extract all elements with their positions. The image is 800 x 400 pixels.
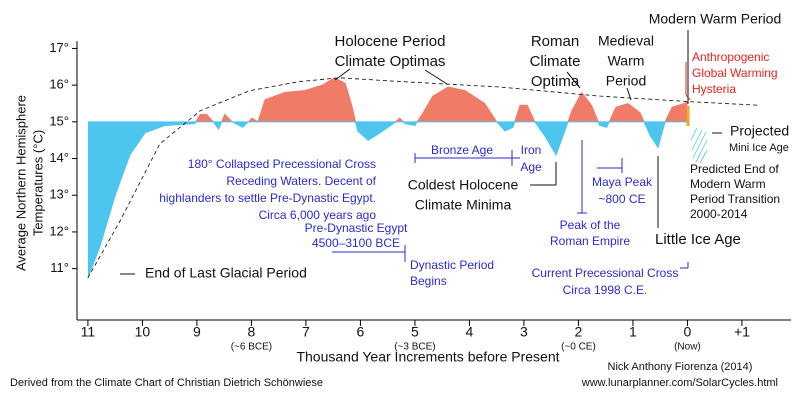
y-axis-title: Temperatures (°C)	[30, 130, 45, 236]
x-tick-label: 3	[520, 324, 528, 340]
leader-line	[566, 71, 581, 89]
x-tick-label: 2	[575, 324, 583, 340]
era-label: (~3 BCE)	[394, 342, 435, 353]
y-tick-label: 11°	[50, 260, 69, 275]
annotation: Roman Empire	[550, 234, 630, 248]
projected-hatch	[690, 127, 708, 164]
x-tick-label: 1	[629, 324, 637, 340]
annotation: 180° Collapsed Precessional Cross	[188, 157, 376, 171]
annotation: Climate Optimas	[335, 53, 446, 70]
y-tick-label: 16°	[49, 77, 69, 92]
annotation: Iron	[521, 143, 542, 157]
era-label: (Now)	[674, 342, 701, 353]
annotation: Dynastic Period	[410, 258, 494, 272]
annotation: Climate Minima	[415, 197, 512, 213]
x-axis-title: Thousand Year Increments before Present	[296, 349, 559, 365]
temperature-curve	[87, 77, 688, 278]
annotation: Circa 1998 C.E.	[563, 283, 648, 297]
annotation: Medieval	[598, 33, 654, 49]
annotation: Roman	[531, 33, 579, 50]
trend-line	[87, 77, 760, 279]
annotation: Hysteria	[692, 82, 736, 96]
annotation: Begins	[410, 274, 447, 288]
leader-line	[685, 94, 691, 101]
annotation: End of Last Glacial Period	[145, 265, 307, 281]
annotation: Coldest Holocene	[408, 177, 519, 193]
y-tick-label: 14°	[49, 150, 69, 165]
annotation: Receding Waters. Decent of	[226, 174, 376, 188]
x-tick-label: 0	[684, 324, 692, 340]
annotation: Circa 6,000 years ago	[259, 208, 377, 222]
annotation: Optima	[531, 73, 580, 90]
y-tick-label: 17°	[49, 40, 69, 55]
annotation: Climate	[530, 53, 581, 70]
credit: Nick Anthony Fiorenza (2014)	[608, 361, 753, 373]
annotation: Global Warming	[692, 66, 778, 80]
y-axis-title: Average Northern Hemisphere	[13, 95, 28, 271]
x-tick-label: 7	[302, 324, 310, 340]
annotation: Predicted End of	[690, 162, 779, 176]
y-tick-label: 13°	[49, 187, 69, 202]
annotation: Anthropogenic	[692, 50, 769, 64]
x-tick-label: 10	[135, 324, 151, 340]
credit: Derived from the Climate Chart of Christ…	[10, 377, 323, 389]
y-tick-label: 15°	[49, 113, 69, 128]
annotation: Bronze Age	[431, 143, 493, 157]
annotation: Warm	[608, 53, 645, 69]
annotation: Modern Warm Period	[649, 11, 782, 27]
era-label: (~0 CE)	[561, 342, 596, 353]
x-tick-label: 11	[81, 324, 96, 340]
annotation: ~800 CE	[598, 192, 645, 206]
annotation: Period	[606, 73, 646, 89]
leader-line	[626, 87, 632, 101]
x-tick-label: 6	[357, 324, 365, 340]
annotation: Period Transition	[690, 192, 780, 206]
annotation: Current Precessional Cross	[532, 266, 679, 280]
annotation: Peak of the	[560, 218, 621, 232]
annotation: Age	[520, 160, 542, 174]
leader-line	[424, 69, 448, 85]
annotation: Modern Warm	[690, 177, 766, 191]
annotation: Holocene Period	[335, 33, 446, 50]
annotation: Mini Ice Age	[729, 142, 789, 154]
annotation: Projected	[730, 123, 789, 139]
annotation: Pre-Dynastic Egypt	[305, 221, 408, 235]
x-tick-label: 8	[248, 324, 256, 340]
credit: www.lunarplanner.com/SolarCycles.html	[581, 377, 778, 389]
y-tick-label: 12°	[49, 223, 69, 238]
leader-line	[334, 68, 351, 81]
x-tick-label: 9	[193, 324, 201, 340]
annotation: Maya Peak	[592, 175, 653, 189]
annotation: 4500–3100 BCE	[312, 236, 400, 250]
era-label: (~6 BCE)	[231, 342, 272, 353]
annotation: Little Ice Age	[655, 231, 741, 248]
annotation: highlanders to settle Pre-Dynastic Egypt…	[159, 191, 376, 205]
x-tick-label: 4	[466, 324, 474, 340]
x-tick-label: +1	[734, 324, 750, 340]
x-tick-label: 5	[411, 324, 419, 340]
annotation: 2000-2014	[690, 207, 748, 221]
